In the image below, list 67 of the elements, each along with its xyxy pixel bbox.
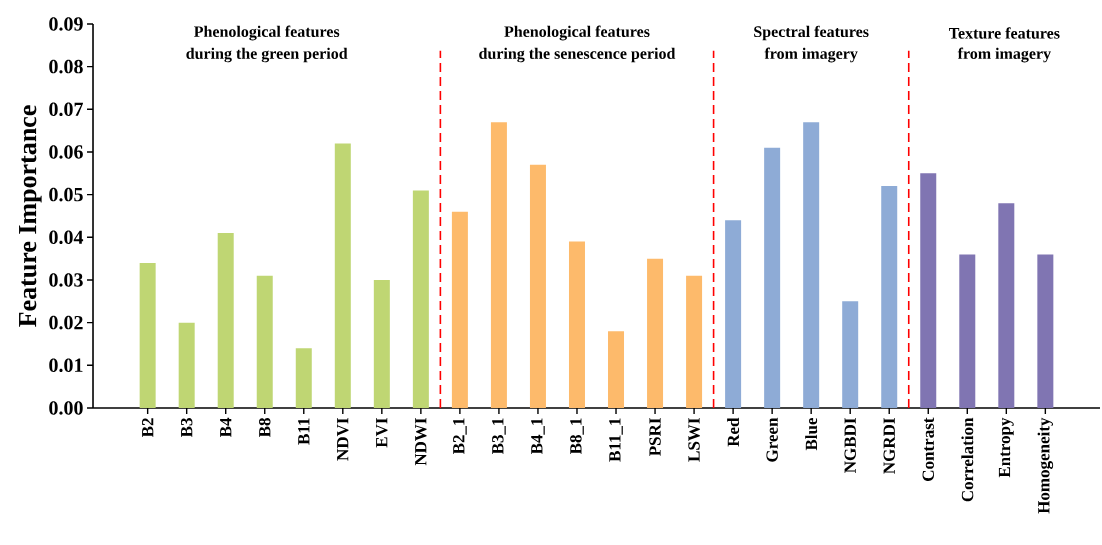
y-tick-label: 0.04 <box>49 230 84 245</box>
bar <box>1037 254 1054 408</box>
y-tick-label: 0.03 <box>49 273 83 287</box>
bar <box>998 203 1015 408</box>
bar <box>686 275 703 408</box>
bar <box>139 262 156 408</box>
x-tick-label: NGBDI <box>844 418 856 473</box>
y-tick-label: 0.01 <box>49 358 83 373</box>
x-tick-label: B4_1 <box>531 418 545 455</box>
bar <box>217 233 234 408</box>
bar <box>490 122 507 408</box>
x-tick-label: B3 <box>180 418 193 438</box>
x-tick-label: B8 <box>259 418 271 438</box>
bar <box>529 164 546 408</box>
bar <box>881 186 898 408</box>
bar <box>295 348 312 408</box>
bar <box>920 173 937 408</box>
x-tick-label: B11_1 <box>609 418 623 462</box>
x-tick-label: PSRI <box>649 418 661 456</box>
bar <box>451 211 468 408</box>
x-tick-label: B11 <box>298 418 310 445</box>
x-tick-label: Green <box>766 417 778 462</box>
y-tick-label: 0.06 <box>49 145 83 159</box>
x-tick-label: B8_1 <box>570 418 584 455</box>
y-axis-title: Feature Importance <box>19 105 42 327</box>
annotation: during the senescence period <box>479 47 676 63</box>
x-tick-label: B2_1 <box>453 418 467 455</box>
x-tick-label: B3_1 <box>492 418 506 455</box>
annotation: Phenological features <box>504 25 650 41</box>
x-tick-label: LSWI <box>688 418 700 462</box>
y-tick-label: 0.02 <box>49 315 83 330</box>
x-tick-label: Contrast <box>922 417 934 481</box>
x-tick-label: EVI <box>376 418 388 448</box>
annotation: Spectral features <box>754 25 869 41</box>
x-tick-label: Blue <box>805 417 818 451</box>
annotation: Phenological features <box>194 25 340 41</box>
y-tick-label: 0.08 <box>49 59 83 74</box>
bar <box>647 258 664 408</box>
x-tick-label: NDWI <box>415 418 427 466</box>
y-tick-label: 0.00 <box>49 401 83 415</box>
x-tick-label: Red <box>727 417 740 447</box>
bar <box>725 220 742 408</box>
bar <box>764 147 781 408</box>
annotation: from imagery <box>957 47 1051 63</box>
bar <box>803 122 820 408</box>
y-tick-label: 0.05 <box>49 187 83 202</box>
x-tick-label: Correlation <box>961 417 974 502</box>
bar <box>178 322 195 408</box>
x-tick-label: B4 <box>220 417 232 438</box>
bar <box>256 275 273 408</box>
x-tick-label: NGRDI <box>883 418 895 474</box>
x-tick-label: B2 <box>142 418 154 438</box>
bar <box>412 190 429 408</box>
bar <box>373 279 390 408</box>
y-tick-label: 0.07 <box>49 102 83 117</box>
annotation: Texture features <box>949 27 1060 39</box>
bar <box>959 254 976 408</box>
bar <box>334 143 351 408</box>
x-tick-label: Entropy <box>998 417 1014 478</box>
annotation: during the green period <box>186 47 348 63</box>
annotation: from imagery <box>764 47 858 63</box>
x-tick-label: Homogeneity <box>1037 417 1054 514</box>
x-tick-label: NDVI <box>337 418 349 461</box>
bar <box>568 241 585 408</box>
bar <box>608 331 625 408</box>
y-tick-label: 0.09 <box>49 17 83 31</box>
bar <box>842 301 859 408</box>
